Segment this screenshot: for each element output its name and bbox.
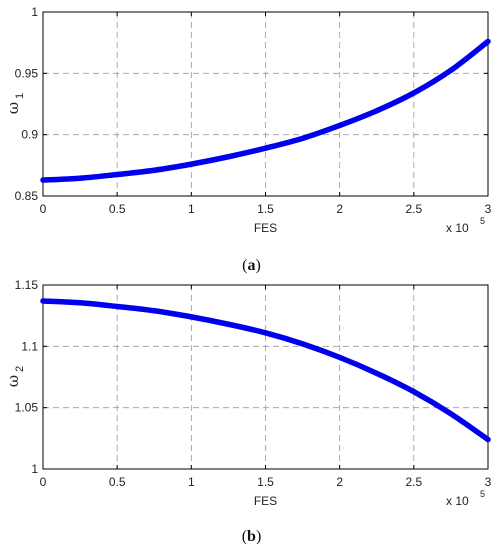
y-tick-label: 0.95 bbox=[15, 66, 39, 80]
grid bbox=[43, 285, 488, 469]
y-axis-symbol: ω bbox=[4, 375, 22, 387]
y-tick-label: 1.05 bbox=[15, 401, 39, 415]
x-tick-label: 1.5 bbox=[257, 475, 274, 489]
x-tick-label: 0.5 bbox=[109, 202, 126, 216]
y-tick-label: 1.15 bbox=[15, 278, 39, 292]
data-point bbox=[151, 167, 157, 173]
data-point bbox=[225, 321, 232, 327]
x-multiplier: x 10 bbox=[446, 494, 469, 508]
y-tick-label: 1 bbox=[31, 5, 38, 19]
chart-caption: (a) bbox=[242, 257, 261, 274]
data-point bbox=[262, 330, 269, 336]
grid bbox=[43, 12, 488, 196]
x-tick-label: 1.5 bbox=[257, 202, 274, 216]
y-tick-label: 1 bbox=[31, 462, 38, 476]
data-point bbox=[188, 314, 194, 320]
chart-caption: (b) bbox=[242, 528, 262, 545]
data-point bbox=[299, 135, 306, 141]
x-multiplier-exponent: 5 bbox=[480, 489, 485, 499]
data-point bbox=[411, 90, 417, 96]
x-multiplier-exponent: 5 bbox=[480, 216, 485, 226]
x-tick-label: 0 bbox=[40, 475, 47, 489]
y-axis-label: ω2 bbox=[4, 366, 26, 387]
data-point bbox=[374, 370, 380, 376]
y-tick-label: 0.85 bbox=[15, 189, 39, 203]
x-tick-label: 3 bbox=[485, 475, 492, 489]
x-tick-label: 0 bbox=[40, 202, 47, 216]
data-point bbox=[114, 303, 120, 310]
x-tick-label: 2 bbox=[336, 475, 343, 489]
x-tick-label: 1 bbox=[188, 475, 195, 489]
y-tick-label: 0.9 bbox=[21, 128, 38, 142]
data-point bbox=[77, 300, 83, 306]
x-tick-label: 2.5 bbox=[405, 475, 422, 489]
y-axis-subscript: 2 bbox=[14, 366, 26, 372]
data-point bbox=[40, 177, 46, 183]
data-point bbox=[337, 122, 343, 129]
data-point bbox=[485, 38, 491, 45]
data-point bbox=[374, 108, 380, 114]
y-axis-symbol: ω bbox=[4, 102, 22, 114]
x-axis-label: FES bbox=[254, 221, 277, 235]
y-axis-label: ω1 bbox=[4, 93, 26, 114]
data-point bbox=[448, 67, 454, 73]
data-point bbox=[411, 389, 417, 395]
x-tick-label: 1 bbox=[188, 202, 195, 216]
data-point bbox=[299, 341, 306, 347]
data-point bbox=[151, 308, 157, 314]
y-tick-label: 1.1 bbox=[21, 339, 38, 353]
x-axis-label: FES bbox=[254, 494, 277, 508]
x-multiplier: x 10 bbox=[446, 221, 469, 235]
x-tick-label: 3 bbox=[485, 202, 492, 216]
data-point bbox=[262, 145, 269, 151]
x-tick-label: 2 bbox=[336, 202, 343, 216]
data-point bbox=[40, 298, 46, 304]
data-point bbox=[485, 436, 491, 443]
data-point bbox=[188, 161, 194, 167]
data-point bbox=[448, 411, 454, 417]
data-point bbox=[225, 154, 232, 160]
data-point bbox=[77, 175, 83, 181]
data-point bbox=[114, 171, 120, 178]
y-axis-subscript: 1 bbox=[14, 93, 26, 99]
data-point bbox=[337, 354, 343, 360]
x-tick-label: 2.5 bbox=[405, 202, 422, 216]
x-tick-label: 0.5 bbox=[109, 475, 126, 489]
